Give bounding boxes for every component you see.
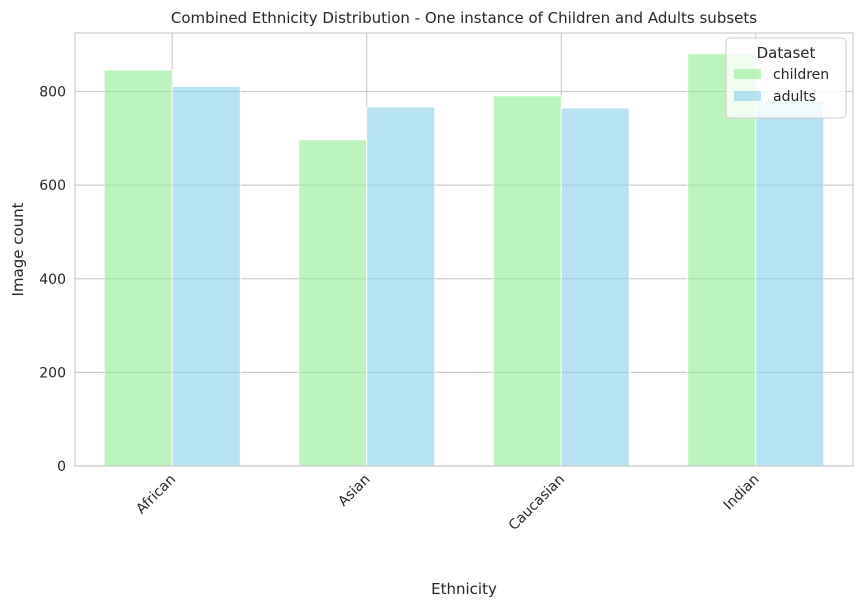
y-tick-label: 0	[57, 459, 66, 475]
y-axis-label: Image count	[9, 202, 27, 296]
legend-label-adults: adults	[773, 89, 816, 105]
legend-title: Dataset	[757, 44, 816, 62]
plot-frame	[74, 32, 854, 467]
bars	[103, 53, 825, 467]
bar-children-indian	[687, 53, 757, 467]
y-tick-label: 600	[39, 178, 66, 194]
bar-adults-caucasian	[560, 107, 630, 467]
x-axis-label: Ethnicity	[431, 580, 497, 598]
bar-children-asian	[298, 139, 368, 467]
legend-swatch-adults	[734, 91, 761, 101]
legend: Dataset children adults	[725, 37, 847, 119]
bar-adults-asian	[366, 106, 436, 467]
legend-label-children: children	[773, 67, 829, 83]
bar-adults-indian	[755, 100, 825, 467]
chart-title: Combined Ethnicity Distribution - One in…	[171, 9, 757, 27]
y-tick-label: 400	[39, 272, 66, 288]
legend-items: children adults	[734, 67, 829, 105]
legend-swatch-children	[734, 69, 761, 79]
bar-children-caucasian	[492, 95, 562, 467]
y-tick-label: 800	[39, 85, 66, 101]
bar-children-african	[103, 69, 173, 467]
y-tick-label: 200	[39, 365, 66, 381]
bar-adults-african	[171, 85, 241, 467]
y-axis-ticks: 0 200 400 600 800	[39, 85, 66, 475]
